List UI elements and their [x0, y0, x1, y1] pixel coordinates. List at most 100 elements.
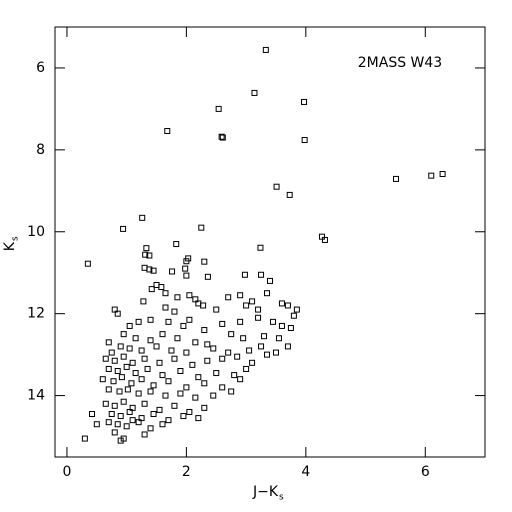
point [273, 183, 280, 190]
point [93, 421, 100, 428]
point [180, 413, 187, 420]
point [195, 415, 202, 422]
point [153, 282, 160, 288]
point [128, 380, 135, 387]
point [147, 425, 154, 432]
point [267, 277, 273, 284]
y-tick-label: 12 [27, 306, 45, 322]
point [183, 384, 190, 391]
x-tick-label: 6 [421, 464, 430, 480]
point [102, 400, 109, 407]
point [182, 265, 189, 272]
point [123, 363, 130, 370]
point [117, 343, 124, 350]
point [156, 359, 163, 366]
point [264, 351, 271, 358]
point [120, 225, 127, 232]
point [146, 266, 153, 273]
point [200, 302, 207, 309]
point [261, 333, 268, 340]
point [108, 349, 115, 356]
point [108, 411, 115, 417]
plot-frame [54, 26, 486, 458]
point [177, 390, 184, 397]
point [138, 376, 145, 383]
point [219, 355, 226, 362]
point [168, 347, 175, 354]
point [192, 394, 199, 401]
point [204, 357, 211, 364]
point [138, 347, 145, 354]
point [237, 292, 244, 299]
point [147, 388, 154, 395]
point [105, 386, 112, 393]
point [150, 267, 157, 274]
point [120, 353, 127, 360]
y-tick-label: 8 [36, 142, 45, 158]
point [139, 214, 146, 221]
point [120, 398, 127, 405]
point [174, 335, 181, 342]
point [183, 258, 190, 265]
point [213, 370, 220, 377]
point [162, 392, 169, 399]
point [272, 349, 279, 356]
point [286, 191, 293, 198]
y-axis-label: K [2, 241, 18, 251]
point [146, 252, 153, 259]
x-axis-label-subscript: s [279, 493, 284, 503]
point [173, 241, 180, 248]
point [231, 372, 238, 379]
point [147, 316, 154, 323]
point [278, 300, 285, 307]
point [141, 431, 148, 438]
point [126, 322, 133, 329]
point [153, 343, 160, 350]
y-tick-label: 6 [36, 60, 45, 76]
point [140, 298, 147, 305]
point [186, 316, 193, 323]
point [290, 312, 297, 319]
point [183, 272, 190, 279]
point [144, 365, 151, 372]
point [126, 408, 133, 415]
point [165, 378, 172, 385]
point [171, 402, 178, 409]
point [201, 258, 208, 265]
point [165, 417, 172, 424]
point [249, 298, 256, 305]
point [84, 260, 91, 267]
point [81, 435, 88, 442]
point [164, 128, 171, 135]
point [301, 137, 308, 144]
point [111, 429, 118, 436]
point [158, 284, 165, 291]
point [165, 318, 172, 325]
point [284, 302, 291, 309]
point [186, 408, 193, 415]
point [189, 361, 196, 368]
point [201, 404, 208, 411]
point [117, 437, 124, 444]
x-tick-label: 0 [62, 464, 71, 480]
point [89, 411, 96, 417]
point [132, 370, 139, 377]
point [237, 318, 244, 325]
point [150, 382, 157, 389]
point [156, 406, 163, 413]
y-axis-label-subscript: s [11, 236, 21, 241]
point [129, 417, 136, 424]
point [393, 175, 400, 182]
point [204, 341, 211, 348]
point [117, 413, 124, 420]
point [278, 322, 285, 329]
point [148, 286, 155, 293]
point [249, 359, 256, 366]
point [275, 335, 282, 342]
x-tick-label: 4 [301, 464, 310, 480]
point [111, 357, 118, 364]
point [198, 224, 205, 231]
point [255, 314, 262, 321]
point [105, 419, 112, 426]
